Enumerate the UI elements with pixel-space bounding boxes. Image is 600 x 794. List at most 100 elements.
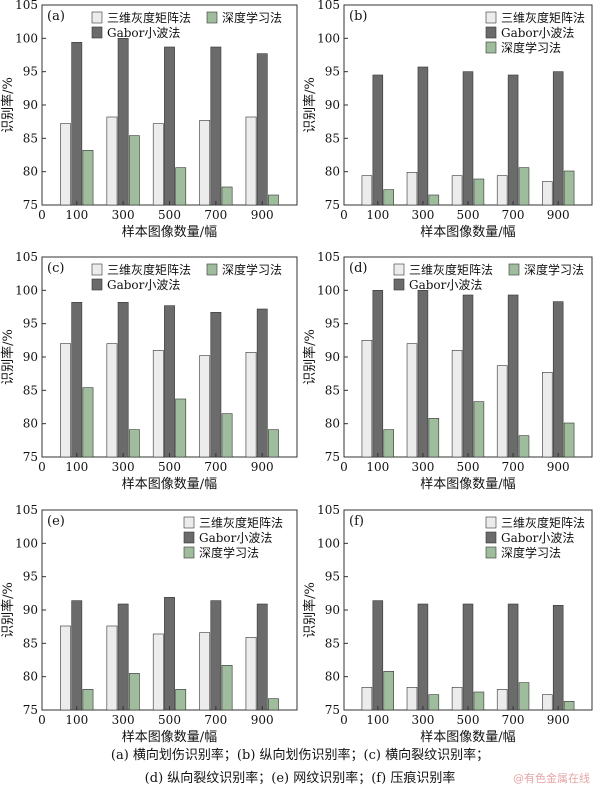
x-tick-label: 100: [366, 208, 389, 222]
bar: [563, 170, 575, 206]
legend-swatch: [393, 278, 405, 291]
x-origin-label: 0: [340, 460, 348, 474]
bar: [496, 365, 508, 458]
chart-panel: 75 80 85 90 95 100 105 0 样本图像数量/幅 识别率/% (b) 100 300 5…: [302, 0, 593, 240]
bar: [518, 435, 530, 458]
y-tick-label: 105: [317, 503, 340, 517]
y-tick-label: 75: [325, 450, 340, 464]
figure-caption-line-1: (a) 横向划伤识别率；(b) 纵向划伤识别率；(c) 横向裂纹识别率；: [110, 748, 490, 763]
x-tick-label: 900: [251, 713, 274, 727]
y-tick-label: 95: [325, 65, 340, 79]
x-axis-title: 样本图像数量/幅: [122, 225, 217, 240]
bar: [361, 175, 373, 206]
x-origin-label: 0: [340, 208, 348, 222]
bar: [164, 597, 175, 711]
legend-swatch: [485, 26, 497, 39]
bar: [245, 116, 257, 206]
x-axis-title: 样本图像数量/幅: [122, 477, 217, 492]
bar: [417, 290, 429, 458]
bar: [496, 175, 508, 206]
bar: [518, 682, 530, 711]
y-tick-label: 100: [15, 283, 38, 297]
y-tick-label: 85: [23, 383, 38, 397]
bar: [256, 53, 268, 206]
bar: [60, 343, 71, 458]
watermark-text: @有色金属在线: [513, 772, 590, 785]
bar: [552, 71, 564, 206]
legend-label: 深度学习法: [222, 262, 282, 277]
x-axis-title: 样本图像数量/幅: [122, 730, 217, 745]
y-axis-title: 识别率/%: [302, 582, 318, 638]
x-tick-label: 500: [457, 208, 480, 222]
bar: [245, 637, 257, 711]
x-tick-label: 900: [547, 460, 570, 474]
y-tick-label: 105: [15, 0, 38, 12]
x-tick-label: 700: [502, 460, 525, 474]
y-tick-label: 100: [317, 283, 340, 297]
y-tick-label: 100: [15, 536, 38, 550]
y-axis-title: 识别率/%: [302, 77, 318, 133]
bar: [152, 633, 164, 711]
bar: [128, 135, 140, 206]
x-axis-title: 样本图像数量/幅: [420, 225, 515, 240]
bar: [175, 398, 187, 458]
y-axis-title: 识别率/%: [302, 329, 318, 385]
bar: [428, 418, 440, 458]
legend-swatch: [485, 546, 497, 559]
bar: [256, 308, 268, 458]
bar: [210, 600, 222, 711]
y-tick-label: 90: [23, 603, 38, 617]
y-tick-label: 85: [23, 131, 38, 145]
y-tick-label: 90: [325, 98, 340, 112]
y-tick-label: 85: [23, 636, 38, 650]
x-tick-label: 500: [158, 460, 181, 474]
legend-swatch: [91, 11, 103, 24]
y-tick-label: 95: [23, 570, 38, 584]
bar: [268, 698, 279, 711]
legend-swatch: [183, 531, 195, 544]
panel-label: (a): [47, 9, 65, 24]
x-tick-label: 300: [112, 208, 135, 222]
bar: [372, 600, 384, 711]
bar: [462, 294, 474, 458]
x-tick-label: 700: [204, 208, 227, 222]
legend-label: 三维灰度矩阵法: [501, 515, 585, 530]
y-tick-label: 100: [15, 31, 38, 45]
bar: [164, 305, 175, 458]
bar: [245, 352, 257, 458]
bar: [361, 687, 373, 711]
bar: [82, 387, 94, 458]
x-tick-label: 700: [204, 713, 227, 727]
legend-label: 三维灰度矩阵法: [501, 10, 585, 25]
y-tick-label: 105: [317, 250, 340, 264]
bar: [496, 689, 508, 711]
bar: [199, 120, 211, 206]
bar: [417, 603, 429, 711]
panel-label: (e): [47, 514, 65, 529]
chart-panel: 75 80 85 90 95 100 105 0 样本图像数量/幅 识别率/% (f) 100 300 5…: [302, 503, 593, 745]
chart-panel: 75 80 85 90 95 100 105 0 样本图像数量/幅 识别率/% (e) 100 300 5…: [0, 503, 298, 745]
y-axis-title: 识别率/%: [0, 329, 16, 385]
y-tick-label: 90: [325, 350, 340, 364]
legend-label: 三维灰度矩阵法: [107, 10, 191, 25]
bar: [117, 603, 129, 711]
legend-label: Gabor小波法: [501, 26, 574, 40]
bar: [428, 194, 440, 206]
legend-label: 深度学习法: [501, 545, 561, 560]
legend-label: Gabor小波法: [409, 278, 482, 292]
bar: [106, 625, 118, 711]
y-tick-label: 100: [317, 31, 340, 45]
x-tick-label: 900: [547, 713, 570, 727]
y-tick-label: 95: [23, 65, 38, 79]
legend-label: 深度学习法: [199, 545, 259, 560]
legend-swatch: [485, 516, 497, 529]
panel-label: (c): [47, 261, 64, 276]
bar: [71, 302, 83, 458]
x-origin-label: 0: [340, 713, 348, 727]
y-tick-label: 90: [23, 98, 38, 112]
bar: [361, 340, 373, 458]
bar: [507, 74, 519, 206]
chart-panel: 75 80 85 90 95 100 105 0 样本图像数量/幅 识别率/% (d) 100 300 5…: [302, 250, 593, 492]
